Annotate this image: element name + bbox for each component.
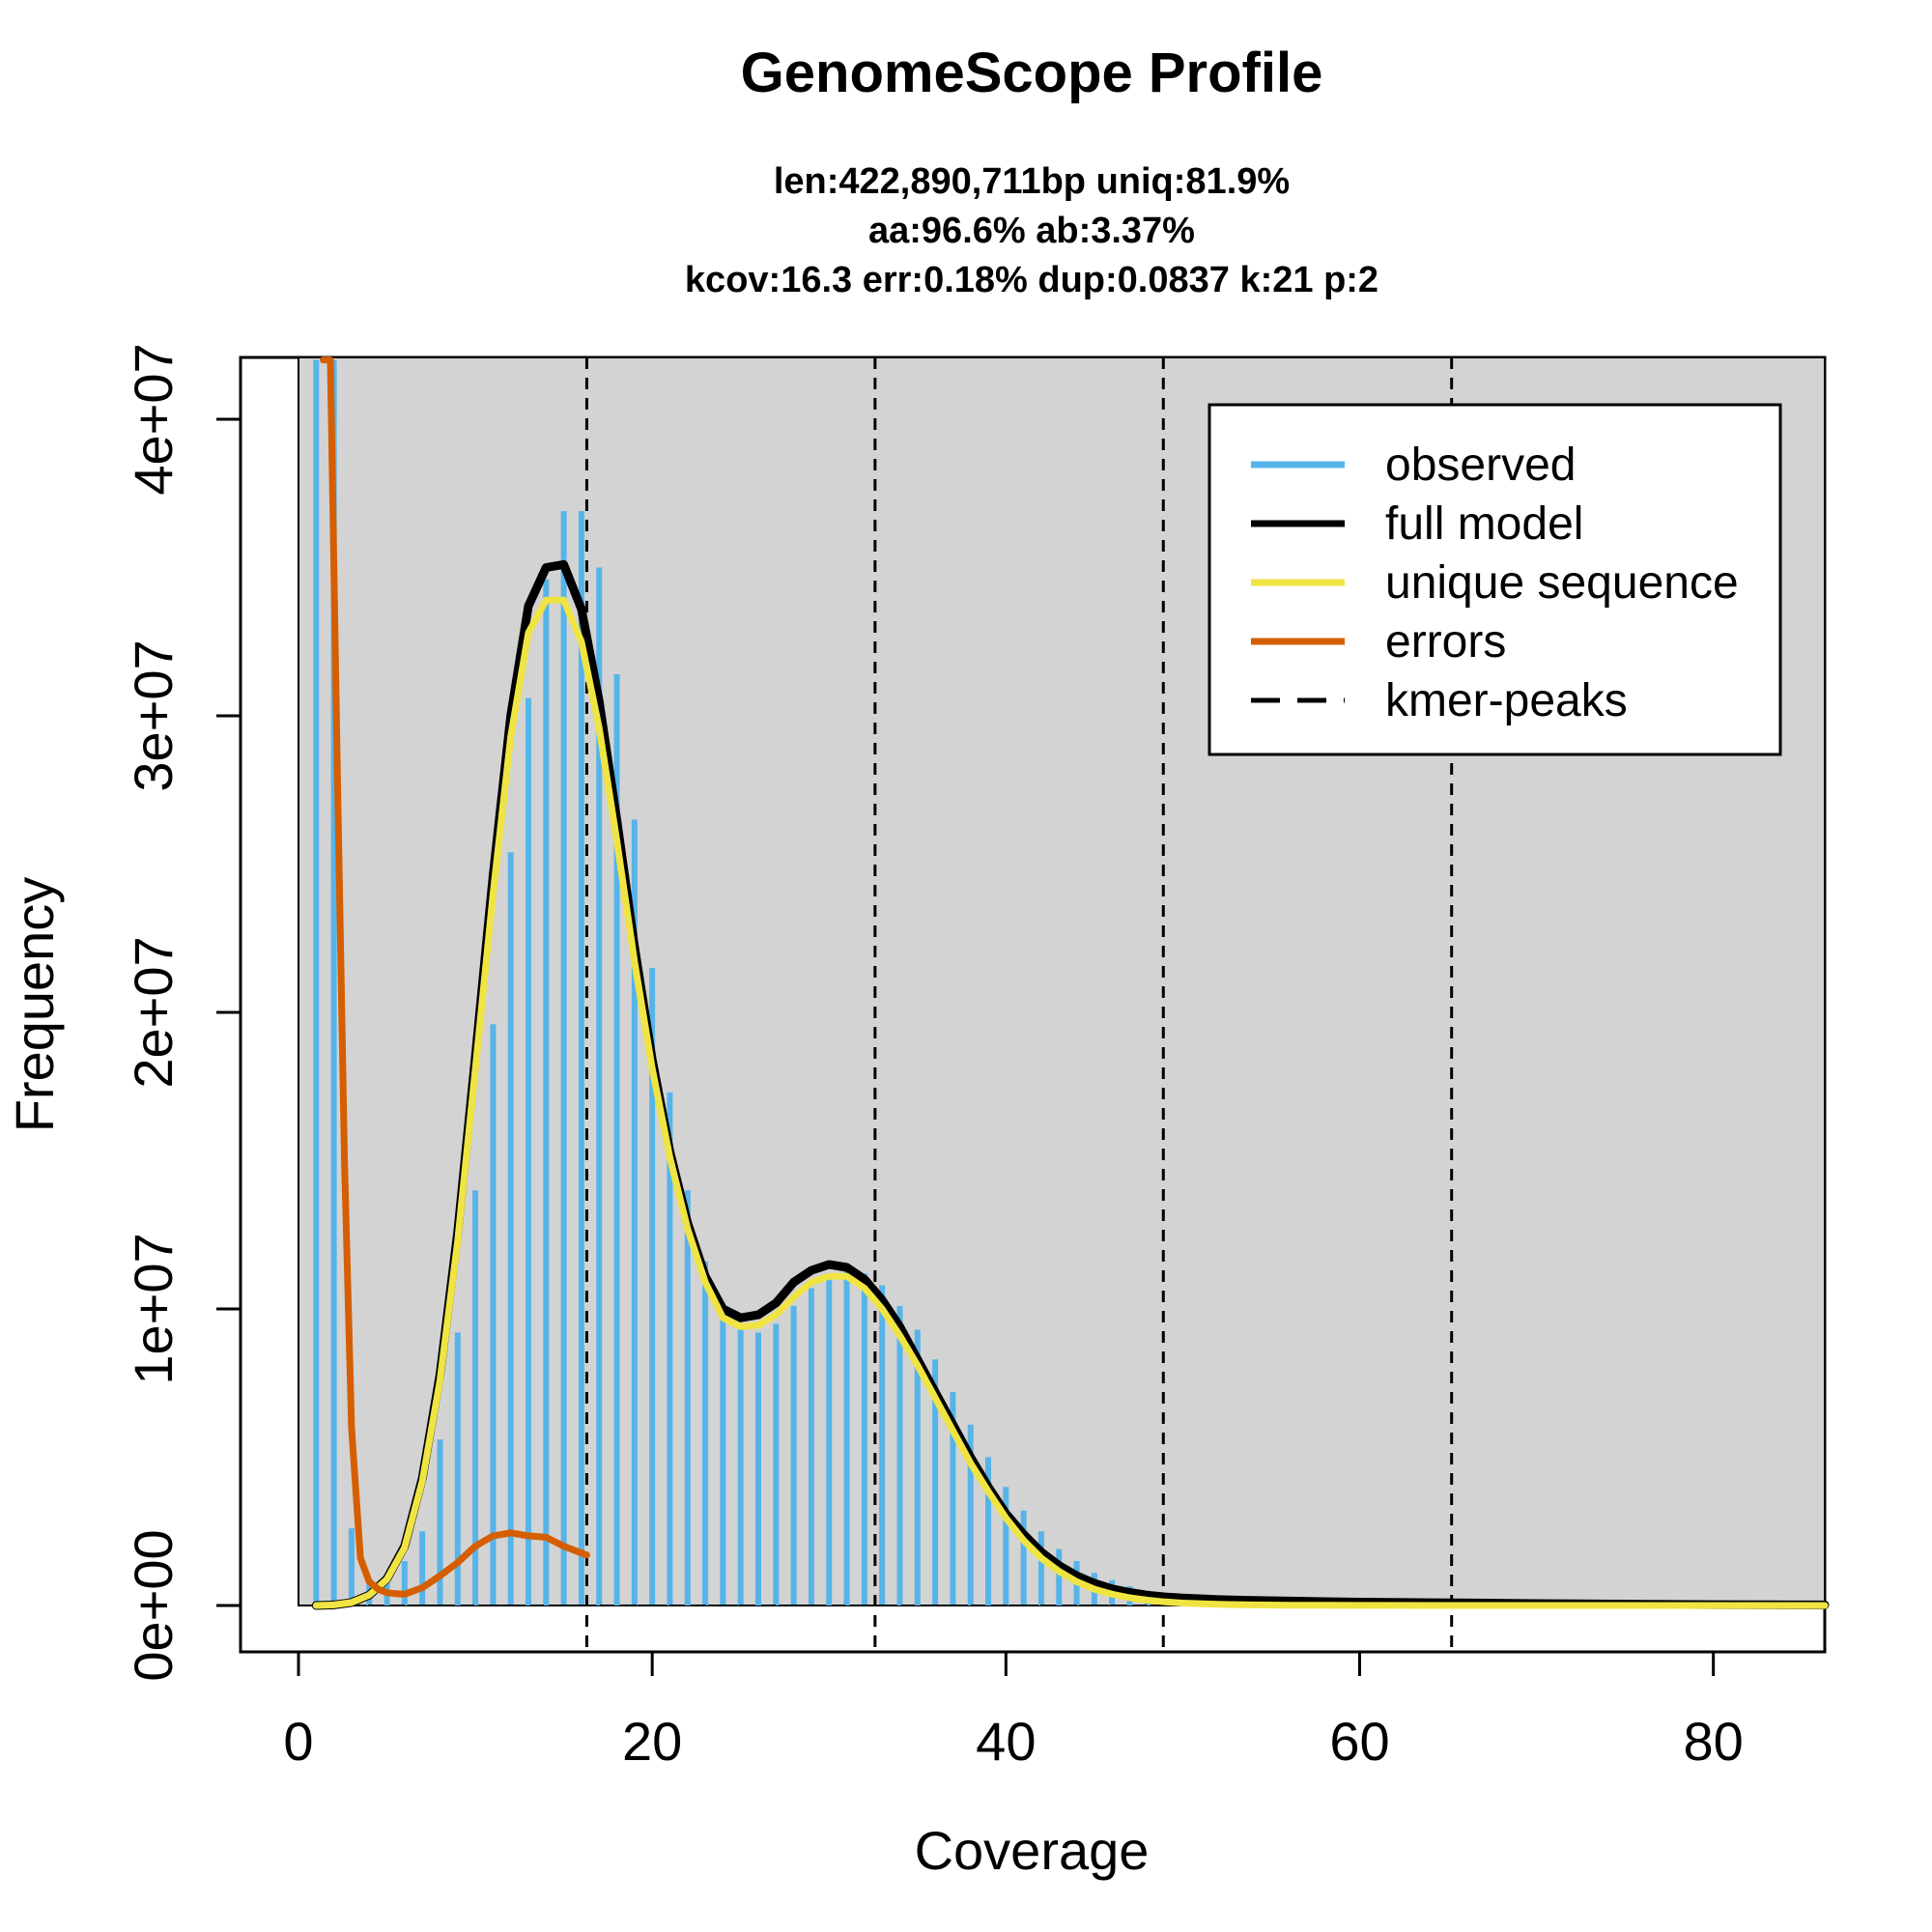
chart-title: GenomeScope Profile — [741, 42, 1323, 104]
x-tick-label: 40 — [976, 1711, 1036, 1772]
legend-label: full model — [1385, 498, 1583, 550]
legend: observed full model unique sequence errors k… — [1208, 403, 1782, 756]
x-tick-label: 0 — [283, 1711, 313, 1772]
y-tick-label: 3e+07 — [123, 639, 184, 791]
x-tick-label: 80 — [1684, 1711, 1744, 1772]
y-axis-label: Frequency — [4, 877, 65, 1133]
y-tick-label: 2e+07 — [123, 936, 184, 1088]
x-tick-label: 20 — [622, 1711, 682, 1772]
legend-label: observed — [1385, 440, 1576, 491]
errors-curve — [320, 356, 590, 1598]
kmer-peak-lines — [584, 357, 1454, 1652]
y-tick-label: 0e+00 — [123, 1529, 184, 1681]
x-axis-label: Coverage — [915, 1820, 1150, 1881]
y-tick-label: 1e+07 — [123, 1233, 184, 1384]
legend-label: unique sequence — [1385, 557, 1739, 609]
chart-subtitle-line-2: aa:96.6% ab:3.37% — [868, 211, 1195, 251]
legend-label: kmer-peaks — [1385, 675, 1628, 726]
model-curves — [311, 356, 1830, 1610]
observed-bars — [298, 359, 1825, 1606]
chart-subtitle-line-1: len:422,890,711bp uniq:81.9% — [774, 161, 1290, 202]
y-tick-label: 4e+07 — [123, 343, 184, 495]
y-axis: 0e+00 1e+07 2e+07 3e+07 4e+07 — [123, 343, 242, 1682]
unique-sequence-curve — [312, 596, 1829, 1609]
legend-label: errors — [1385, 616, 1506, 668]
x-tick-label: 60 — [1329, 1711, 1389, 1772]
x-axis: 0 20 40 60 80 — [283, 1650, 1744, 1772]
chart-subtitle-line-3: kcov:16.3 err:0.18% dup:0.0837 k:21 p:2 — [685, 260, 1378, 300]
